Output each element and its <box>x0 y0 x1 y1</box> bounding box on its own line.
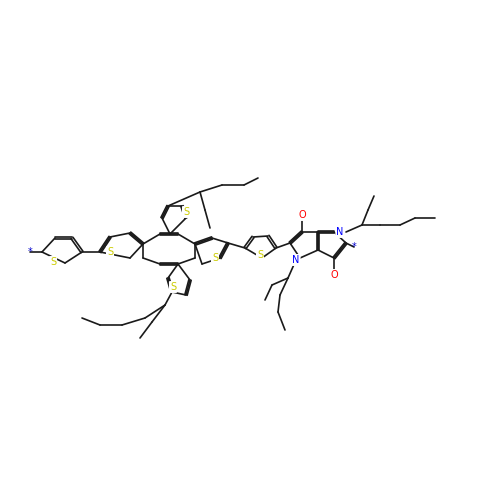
Text: O: O <box>298 210 306 220</box>
Text: N: N <box>292 255 300 265</box>
Text: *: * <box>352 242 356 252</box>
Text: S: S <box>107 247 113 257</box>
Text: *: * <box>28 247 32 257</box>
Text: S: S <box>183 207 189 217</box>
Text: S: S <box>212 253 218 263</box>
Text: S: S <box>257 250 263 260</box>
Text: S: S <box>170 282 176 292</box>
Text: O: O <box>330 270 338 280</box>
Text: N: N <box>336 227 344 237</box>
Text: S: S <box>50 257 56 267</box>
